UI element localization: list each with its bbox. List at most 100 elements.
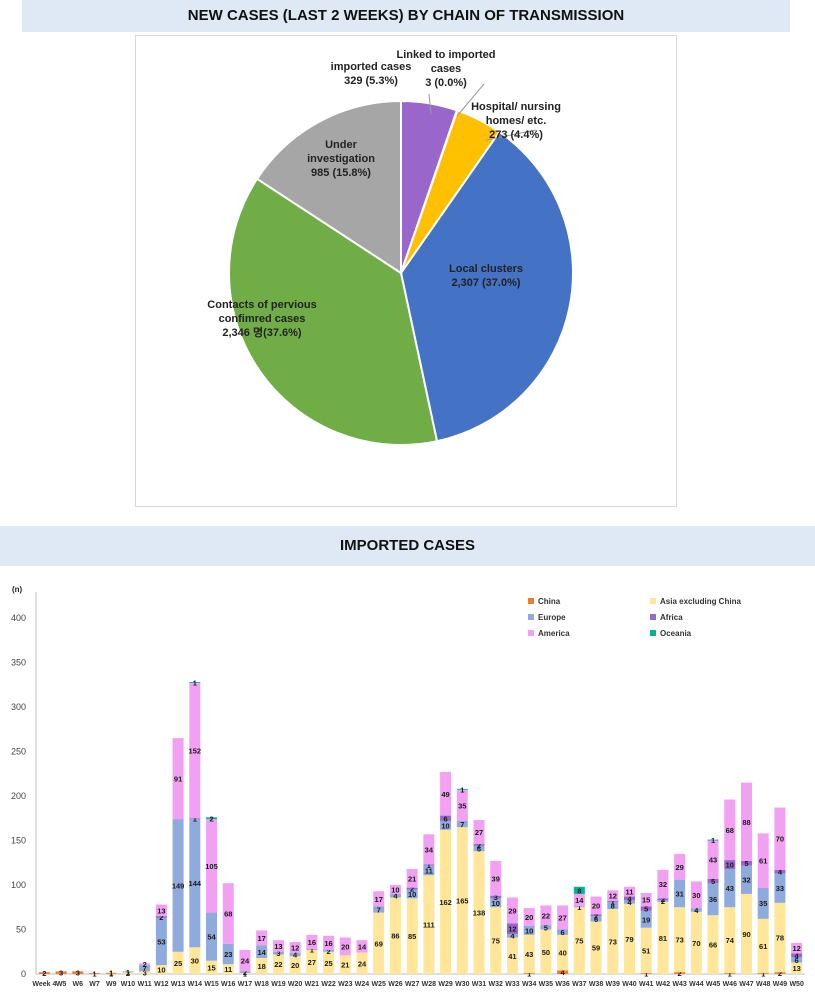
bar-value-label: 2 <box>326 947 330 956</box>
bar-value-label: 20 <box>291 961 299 970</box>
x-tick-label: W27 <box>405 981 420 988</box>
bar-value-label: 22 <box>274 960 282 969</box>
bar-value-label: 90 <box>742 930 750 939</box>
bar-segment <box>222 964 234 974</box>
bar-segment <box>557 970 569 974</box>
pie-slice <box>228 177 439 446</box>
bar-segment <box>406 868 418 888</box>
bar-value-label: 2 <box>661 895 665 904</box>
bar-value-label: 4 <box>694 906 699 915</box>
bar-value-label: 22 <box>542 911 550 920</box>
bar-segment <box>272 954 284 974</box>
bar-value-label: 5 <box>744 859 748 868</box>
bar-value-label: 10 <box>441 821 449 830</box>
bar-segment <box>557 929 569 935</box>
bar-segment <box>490 895 502 899</box>
bar-segment <box>222 883 234 944</box>
bar-value-label: 85 <box>408 932 416 941</box>
pie-chart-panel: imported cases 329 (5.3%) Linked to import… <box>135 35 677 507</box>
bar-value-label: 3 <box>276 949 280 958</box>
pie-label-line: cases <box>431 63 462 75</box>
bar-value-label: 27 <box>475 828 483 837</box>
bar-segment <box>155 965 167 974</box>
bar-value-label: 144 <box>189 879 202 888</box>
bar-value-label: 1 <box>193 679 197 688</box>
bar-segment <box>791 953 803 958</box>
bar-value-label: 43 <box>726 884 734 893</box>
bar-segment <box>440 815 452 821</box>
legend-swatch <box>650 598 656 604</box>
bar-value-label: 70 <box>692 939 700 948</box>
bar-value-label: 10 <box>391 885 399 894</box>
bar-value-label: 4 <box>778 868 783 877</box>
bar-value-label: 2 <box>42 969 46 978</box>
x-tick-label: W24 <box>355 981 370 988</box>
y-tick-label: 400 <box>11 613 26 623</box>
x-tick-label: W19 <box>271 981 286 988</box>
bar-segment <box>657 901 669 974</box>
x-tick-label: W6 <box>73 981 84 988</box>
bar-segment <box>540 925 552 930</box>
x-tick-label: W49 <box>773 981 788 988</box>
bar-value-label: 10 <box>157 966 165 975</box>
pie-label-line: 329 (5.3%) <box>344 75 398 87</box>
bar-value-label: 20 <box>525 913 533 922</box>
bar-segment <box>323 935 335 950</box>
bar-value-label: 21 <box>341 961 349 970</box>
bar-value-label: 12 <box>508 925 516 934</box>
bar-segment <box>490 907 502 974</box>
legend-swatch <box>528 614 534 620</box>
bar-value-label: 1 <box>460 785 464 794</box>
bar-value-label: 51 <box>642 946 650 955</box>
y-tick-label: 0 <box>21 969 26 979</box>
bar-segment <box>540 929 552 974</box>
bar-segment <box>206 819 218 913</box>
y-tick-label: 50 <box>16 925 26 935</box>
bar-segment <box>573 886 585 894</box>
x-tick-label: W33 <box>505 981 520 988</box>
bar-segment <box>607 901 619 910</box>
x-tick-label: W17 <box>238 981 253 988</box>
bar-value-label: 1 <box>310 946 314 955</box>
x-tick-label: W47 <box>739 981 754 988</box>
bar-segment <box>423 875 435 974</box>
x-tick-label: W41 <box>639 981 654 988</box>
bar-value-label: 165 <box>456 897 469 906</box>
legend-label: China <box>538 597 561 606</box>
bar-segment <box>774 902 786 973</box>
x-tick-label: W38 <box>589 981 604 988</box>
bar-value-label: 1 <box>126 968 130 977</box>
bar-value-label: 105 <box>205 862 218 871</box>
bar-segment <box>623 900 635 904</box>
x-tick-label: W5 <box>56 981 67 988</box>
bar-value-label: 16 <box>308 938 316 947</box>
bar-value-label: 1 <box>577 903 581 912</box>
x-tick-label: W15 <box>204 981 219 988</box>
bar-segment <box>389 885 401 894</box>
pie-chart-header: NEW CASES (LAST 2 WEEKS) BY CHAIN OF TRA… <box>22 0 790 32</box>
bar-segment <box>540 905 552 926</box>
bar-segment <box>256 930 268 946</box>
bar-value-label: 2 <box>661 897 665 906</box>
x-tick-label: W39 <box>606 981 621 988</box>
bar-value-label: 1 <box>243 970 247 979</box>
bar-segment <box>740 893 752 974</box>
bar-segment <box>423 864 435 866</box>
bar-value-label: 12 <box>609 892 617 901</box>
bar-segment <box>657 900 669 902</box>
bar-segment <box>774 807 786 870</box>
bar-value-label: 13 <box>792 964 800 973</box>
bar-value-label: 30 <box>692 891 700 900</box>
x-tick-label: W26 <box>388 981 403 988</box>
x-tick-label: W7 <box>89 981 100 988</box>
bar-value-label: 11 <box>625 888 633 897</box>
bar-value-label: 41 <box>508 952 516 961</box>
bar-segment <box>523 925 535 935</box>
bar-value-label: 4 <box>293 950 298 959</box>
bar-value-label: 29 <box>508 906 516 915</box>
bar-value-label: 2 <box>209 814 213 823</box>
bar-segment <box>239 971 251 974</box>
bar-segment <box>590 916 602 922</box>
bar-segment <box>389 893 401 898</box>
bar-value-label: 5 <box>644 905 648 914</box>
